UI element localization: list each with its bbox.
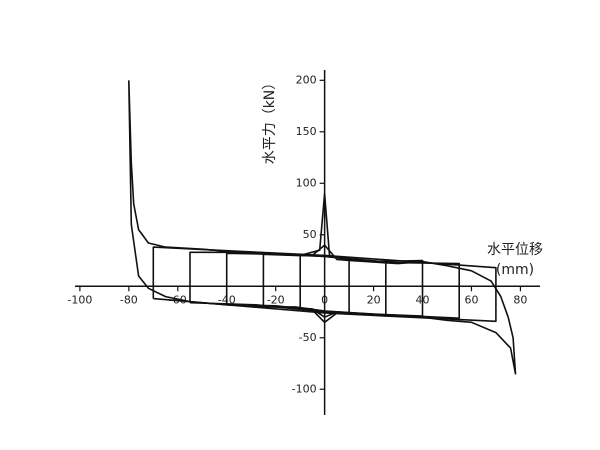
x-tick-label: -100 — [67, 293, 92, 306]
x-tick-label: 20 — [367, 293, 381, 306]
x-tick-label: 0 — [321, 293, 328, 306]
hysteresis-loop — [262, 253, 387, 316]
x-tick-label: 80 — [513, 293, 527, 306]
y-tick-label: -50 — [299, 331, 317, 344]
hysteresis-loop — [152, 246, 497, 323]
y-axis-label: 水平力（kN） — [262, 76, 278, 165]
hysteresis-loop — [128, 80, 517, 375]
x-tick-label: 60 — [464, 293, 478, 306]
x-axis-label: 水平位移 — [487, 242, 543, 258]
y-tick-label: 100 — [296, 176, 317, 189]
y-tick-label: 50 — [303, 228, 317, 241]
x-tick-label: -20 — [267, 293, 285, 306]
y-tick-label: -100 — [292, 382, 317, 395]
y-tick-label: 150 — [296, 125, 317, 138]
x-tick-label: -80 — [120, 293, 138, 306]
x-axis-unit: (mm) — [496, 262, 534, 278]
hysteresis-loop — [299, 244, 350, 324]
y-tick-label: 200 — [296, 73, 317, 86]
